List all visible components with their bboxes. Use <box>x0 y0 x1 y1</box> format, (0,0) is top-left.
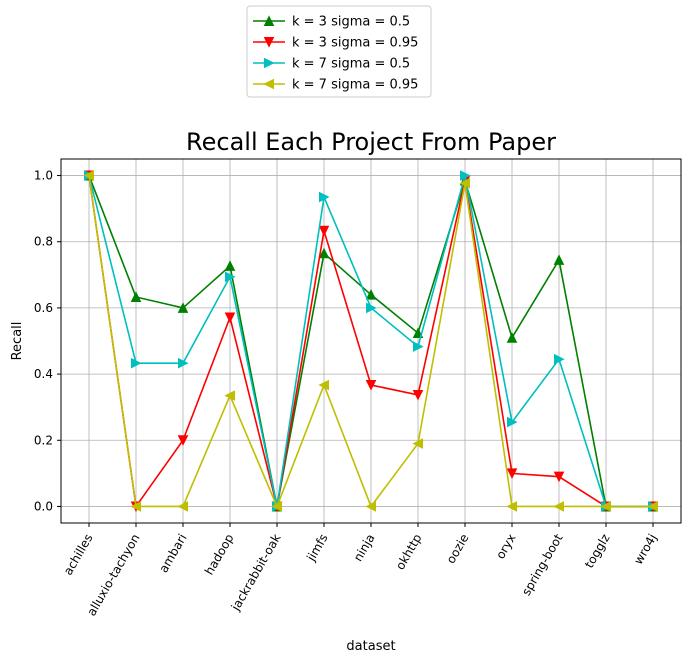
y-tick-label: 0.2 <box>34 433 53 447</box>
data-point <box>224 260 236 271</box>
legend-label: k = 7 sigma = 0.95 <box>292 78 418 93</box>
data-point <box>506 468 518 479</box>
x-tick-label: jimfs <box>304 532 331 565</box>
data-point <box>507 416 518 428</box>
x-tick-label: jackrabbit-oak <box>228 531 284 613</box>
x-tick-label: ninja <box>351 532 378 564</box>
data-point <box>130 501 141 512</box>
data-point <box>225 271 236 283</box>
data-point <box>412 389 424 401</box>
data-point <box>177 435 189 446</box>
data-point <box>412 438 423 449</box>
legend-entry: k = 3 sigma = 0.95 <box>253 36 418 51</box>
data-point <box>600 501 611 512</box>
data-point <box>412 327 424 339</box>
data-point <box>271 501 282 512</box>
legend-entry: k = 7 sigma = 0.5 <box>253 57 410 72</box>
data-point <box>177 501 188 512</box>
y-tick-label: 0.4 <box>34 367 53 381</box>
legend-label: k = 3 sigma = 0.5 <box>292 15 410 30</box>
data-point <box>460 170 471 181</box>
legend-box <box>246 5 432 98</box>
data-point <box>318 379 329 391</box>
data-point <box>130 291 142 302</box>
data-point <box>178 357 189 369</box>
data-point <box>553 501 564 512</box>
y-tick-label: 0.8 <box>34 235 53 249</box>
legend-marker <box>264 57 275 69</box>
y-axis-ticks: 0.0 0.2 0.4 0.6 0.8 1.0 <box>34 169 61 513</box>
data-point <box>177 302 189 313</box>
x-tick-label: okhttp <box>393 532 425 573</box>
data-point <box>83 170 94 181</box>
data-point <box>365 289 377 300</box>
data-point <box>224 312 236 324</box>
series-4 <box>83 170 658 512</box>
data-point <box>131 357 142 369</box>
x-tick-label: ambari <box>156 532 189 576</box>
data-point <box>554 353 565 365</box>
data-point <box>647 501 658 512</box>
x-tick-label: achilles <box>61 532 96 578</box>
legend-label: k = 3 sigma = 0.95 <box>292 36 418 51</box>
legend-label: k = 7 sigma = 0.5 <box>292 57 410 72</box>
legend-marker <box>263 37 275 48</box>
chart-title: Recall Each Project From Paper <box>186 128 556 156</box>
data-point <box>506 501 517 512</box>
legend: k = 3 sigma = 0.5 k = 3 sigma = 0.95 k = 7… <box>246 5 432 98</box>
legend-entry: k = 7 sigma = 0.95 <box>253 78 418 93</box>
x-tick-label: oozie <box>444 532 472 566</box>
x-tick-label: spring-boot <box>519 531 566 598</box>
x-tick-label: alluxio-tachyon <box>84 532 142 619</box>
x-tick-label: hadoop <box>202 532 237 578</box>
legend-entry: k = 3 sigma = 0.5 <box>253 15 410 30</box>
y-tick-label: 1.0 <box>34 169 53 183</box>
x-tick-label: oryx <box>493 532 518 562</box>
x-axis-label: dataset <box>346 639 395 654</box>
data-point <box>318 247 330 259</box>
grid-lines <box>61 159 681 523</box>
data-point <box>318 225 330 237</box>
data-point <box>319 191 330 203</box>
data-point <box>224 390 235 401</box>
legend-marker <box>263 15 275 26</box>
data-point <box>553 471 565 483</box>
y-axis-label: Recall <box>10 322 25 361</box>
data-point <box>365 501 376 512</box>
data-point <box>506 332 518 343</box>
legend-marker <box>263 78 274 90</box>
series-lines <box>83 169 659 513</box>
data-point <box>366 302 377 314</box>
x-tick-label: togglz <box>582 532 613 571</box>
data-point <box>413 341 424 352</box>
x-tick-label: wro4j <box>631 532 660 567</box>
data-point <box>365 380 377 391</box>
y-tick-label: 0.0 <box>34 499 53 513</box>
data-point <box>459 177 470 189</box>
y-tick-label: 0.6 <box>34 301 53 315</box>
data-point <box>553 254 565 265</box>
